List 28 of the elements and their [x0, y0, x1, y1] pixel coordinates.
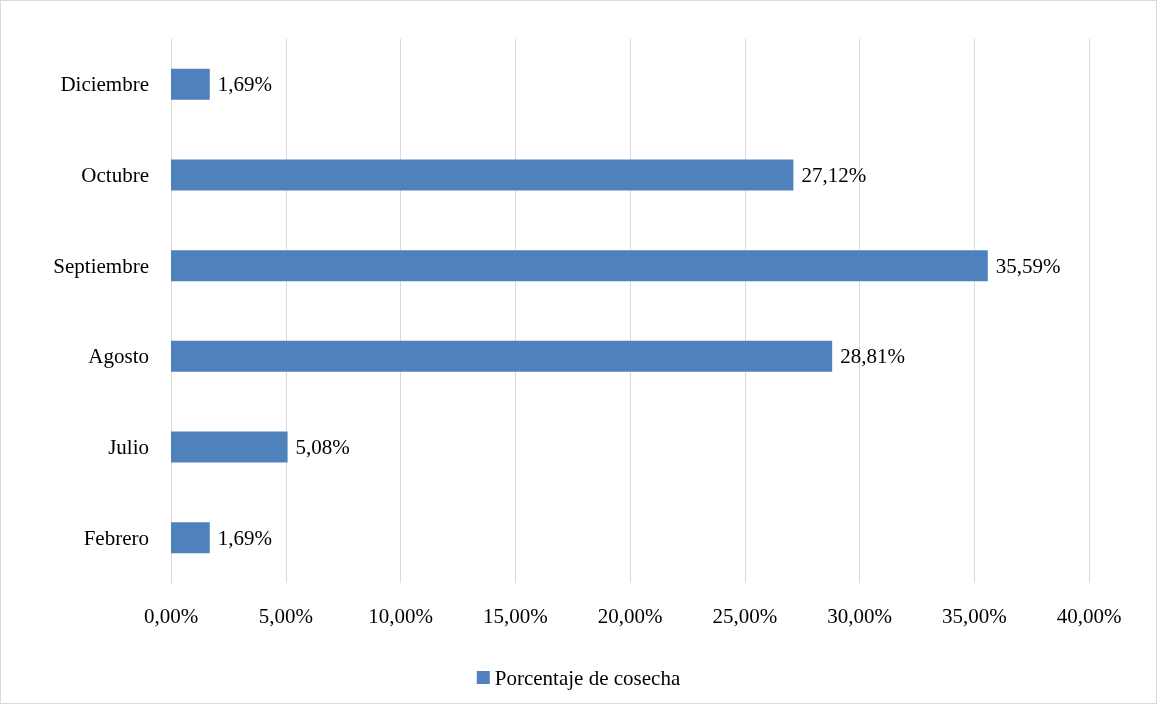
x-tick-label: 10,00% [368, 603, 433, 628]
y-tick-label: Febrero [83, 525, 149, 550]
x-tick-label: 15,00% [482, 603, 548, 628]
data-label: 5,08% [295, 435, 350, 459]
data-label: 1,69% [217, 525, 273, 550]
x-tick-label: 0,00% [143, 603, 199, 628]
x-tick-label: 30,00% [827, 603, 892, 628]
bar [171, 522, 210, 554]
data-label: 35,59% [995, 253, 1061, 278]
data-label: 1,69% [217, 72, 273, 97]
y-tick-label: Julio [108, 435, 149, 459]
bar [171, 340, 833, 372]
y-tick-label: Septiembre [53, 253, 149, 278]
x-tick-label: 35,00% [941, 603, 1007, 628]
x-tick-label: 40,00% [1056, 603, 1122, 628]
bar [171, 250, 988, 282]
x-tick-label: 5,00% [258, 603, 313, 628]
bar [171, 68, 210, 100]
legend-label: Porcentaje de cosecha [494, 665, 681, 690]
y-tick-label: Octubre [81, 163, 149, 187]
x-tick-label: 20,00% [597, 603, 663, 628]
data-label: 28,81% [840, 344, 905, 369]
x-tick-label: 25,00% [712, 603, 778, 628]
data-label: 27,12% [801, 163, 867, 187]
y-tick-label: Agosto [88, 344, 149, 369]
y-tick-label: Diciembre [60, 72, 149, 97]
bar [171, 159, 794, 191]
bar [171, 431, 288, 463]
